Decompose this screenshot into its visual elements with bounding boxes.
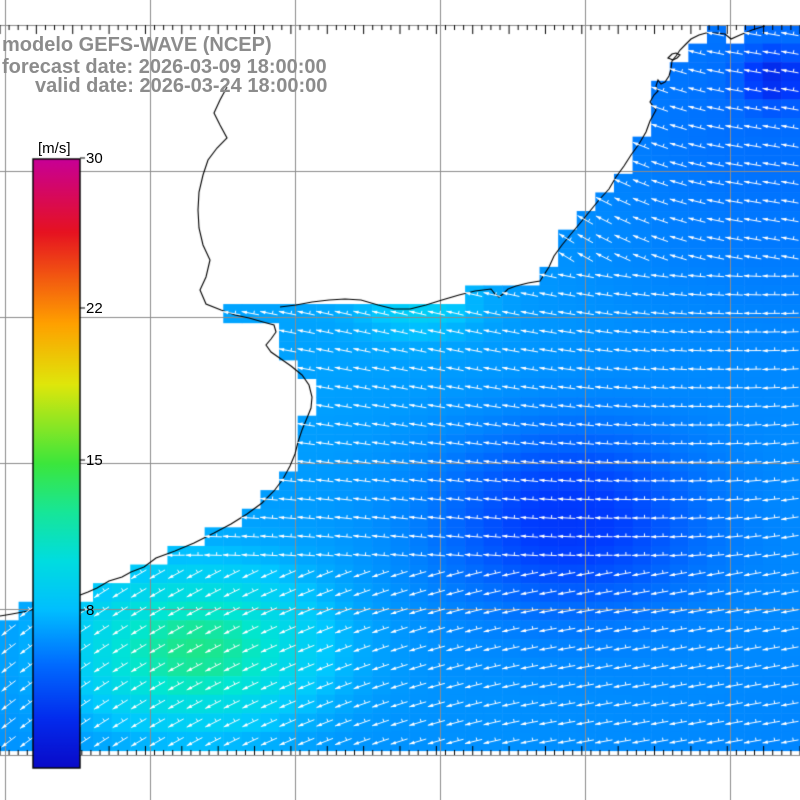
- svg-text:modelo GEFS-WAVE (NCEP): modelo GEFS-WAVE (NCEP): [2, 34, 272, 56]
- svg-text:8: 8: [86, 602, 94, 619]
- svg-text:22: 22: [86, 300, 103, 317]
- svg-text:30: 30: [86, 150, 103, 167]
- svg-text:15: 15: [86, 452, 103, 469]
- svg-text:[m/s]: [m/s]: [38, 140, 71, 157]
- svg-text:valid date: 2026-03-24 18:00:0: valid date: 2026-03-24 18:00:00: [35, 75, 327, 97]
